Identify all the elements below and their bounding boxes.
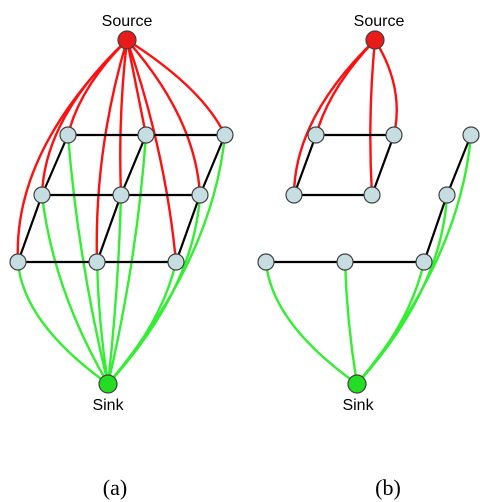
sink-edge — [356, 261, 426, 385]
sink-node — [98, 374, 118, 394]
sink-edge — [106, 194, 123, 385]
grid-node — [88, 253, 106, 271]
source-edge — [125, 39, 148, 136]
grid-node — [137, 126, 155, 144]
sink-edge — [107, 134, 227, 385]
grid-node — [438, 186, 456, 204]
source-edge — [66, 39, 128, 136]
source-node — [117, 30, 137, 50]
sink-edge — [107, 261, 178, 385]
sink-edge — [40, 194, 110, 385]
grid-node — [9, 253, 27, 271]
grid-node — [336, 253, 354, 271]
sink-edge — [343, 261, 359, 385]
grid-node — [307, 126, 325, 144]
panel-b-edges — [264, 39, 473, 385]
grid-edge — [119, 133, 148, 197]
sink-edge — [66, 134, 110, 385]
grid-node — [216, 126, 234, 144]
sink-edge — [16, 261, 109, 385]
panel-a-nodes — [9, 30, 234, 394]
panel-b-sink-label: Sink — [342, 397, 374, 414]
sink-edge — [356, 134, 473, 385]
grid-node — [385, 126, 403, 144]
source-edge — [16, 39, 128, 263]
grid-edge — [174, 193, 202, 264]
grid-node — [112, 186, 130, 204]
source-edge — [126, 39, 202, 196]
panel-a-graph: Source Sink — [9, 13, 234, 414]
panel-b-source-label: Source — [354, 13, 405, 30]
source-node — [365, 30, 385, 50]
sink-edge — [356, 194, 449, 385]
sink-node — [347, 374, 367, 394]
source-edge — [369, 39, 377, 196]
source-edge — [373, 39, 398, 136]
panel-b-nodes — [257, 30, 480, 394]
grid-edge — [198, 133, 227, 197]
source-edge — [119, 39, 129, 196]
panel-b-graph: Source Sink — [257, 13, 480, 414]
grid-node — [191, 186, 209, 204]
source-edge — [40, 39, 128, 196]
grid-node — [167, 253, 185, 271]
grid-node — [33, 186, 51, 204]
grid-edge — [445, 133, 473, 197]
grid-edge — [95, 193, 123, 264]
panel-a-source-label: Source — [102, 13, 153, 30]
source-edge — [292, 39, 376, 196]
grid-edge — [16, 193, 44, 264]
grid-edge — [292, 133, 318, 197]
panel-a-caption: (a) — [103, 475, 127, 500]
source-edge — [314, 39, 376, 136]
source-edge — [126, 38, 227, 136]
source-edge — [95, 39, 129, 263]
grid-node — [363, 186, 381, 204]
grid-node — [257, 253, 275, 271]
grid-node — [462, 126, 480, 144]
sink-edge — [106, 134, 148, 385]
grid-edge — [40, 133, 70, 197]
panel-a-sink-label: Sink — [92, 397, 124, 414]
panel-b-caption: (b) — [375, 475, 401, 500]
sink-edge — [95, 261, 110, 385]
grid-edge — [370, 133, 396, 197]
grid-node — [415, 253, 433, 271]
grid-node — [59, 126, 77, 144]
grid-node — [285, 186, 303, 204]
grid-edge — [422, 193, 449, 264]
sink-edge — [264, 261, 358, 385]
panel-a-edges — [16, 38, 227, 385]
sink-edge — [107, 194, 202, 385]
source-edge — [125, 39, 178, 263]
